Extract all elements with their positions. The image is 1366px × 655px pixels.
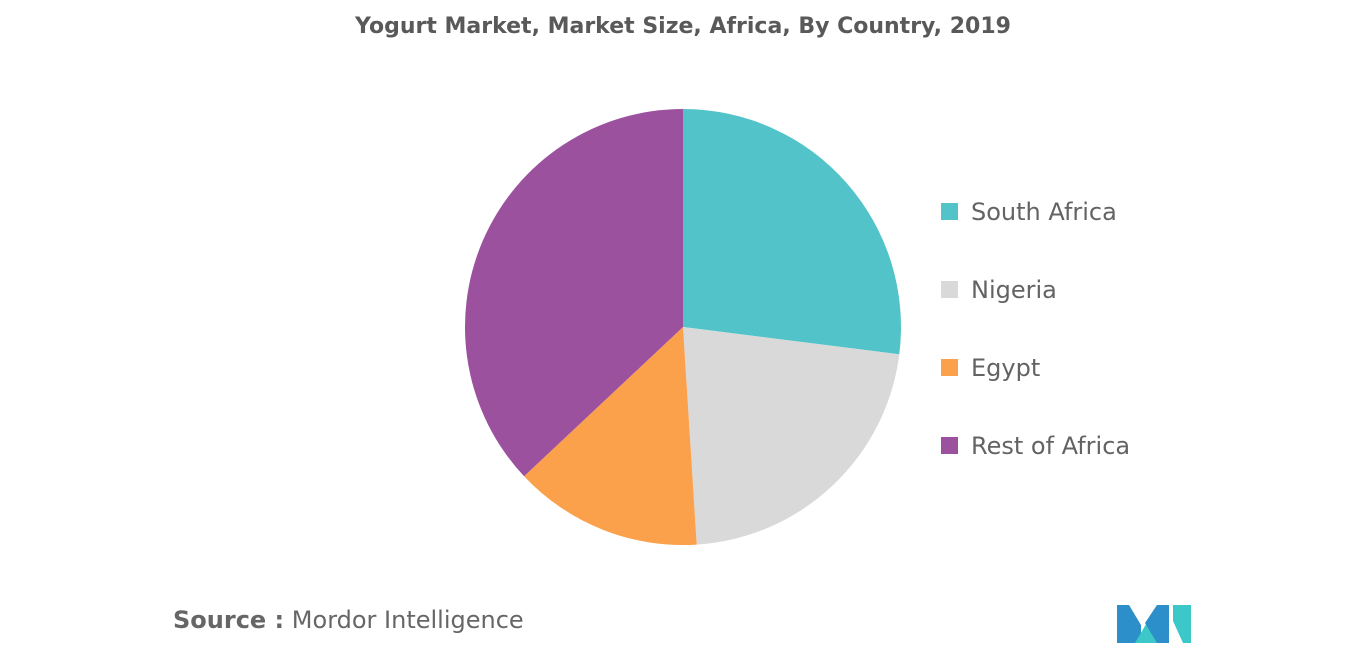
legend-swatch-nigeria — [941, 281, 958, 298]
chart-title: Yogurt Market, Market Size, Africa, By C… — [355, 14, 1011, 39]
legend-item-rest-of-africa: Rest of Africa — [941, 426, 1130, 465]
logo-shape-far-right — [1173, 605, 1191, 643]
legend-item-egypt: Egypt — [941, 348, 1130, 387]
legend-label-egypt: Egypt — [971, 353, 1041, 382]
pie-slice-nigeria — [683, 327, 900, 545]
source-note: Source : Mordor Intelligence — [173, 606, 524, 634]
logo-shape-right — [1145, 605, 1169, 643]
pie-slice-egypt — [524, 327, 697, 545]
mordor-intelligence-logo-icon — [1117, 605, 1191, 643]
legend: South Africa Nigeria Egypt Rest of Afric… — [941, 192, 1130, 504]
legend-label-south-africa: South Africa — [971, 197, 1117, 226]
legend-item-south-africa: South Africa — [941, 192, 1130, 231]
legend-swatch-rest-of-africa — [941, 437, 958, 454]
source-text: Mordor Intelligence — [291, 606, 524, 634]
legend-label-nigeria: Nigeria — [971, 275, 1057, 304]
legend-label-rest-of-africa: Rest of Africa — [971, 431, 1131, 460]
legend-swatch-egypt — [941, 359, 958, 376]
pie-slice-rest-of-africa — [465, 109, 683, 477]
logo-shape-left — [1117, 605, 1141, 643]
pie-slice-south-africa — [683, 109, 901, 355]
legend-swatch-south-africa — [941, 203, 958, 220]
source-prefix: Source : — [173, 606, 285, 634]
legend-item-nigeria: Nigeria — [941, 270, 1130, 309]
